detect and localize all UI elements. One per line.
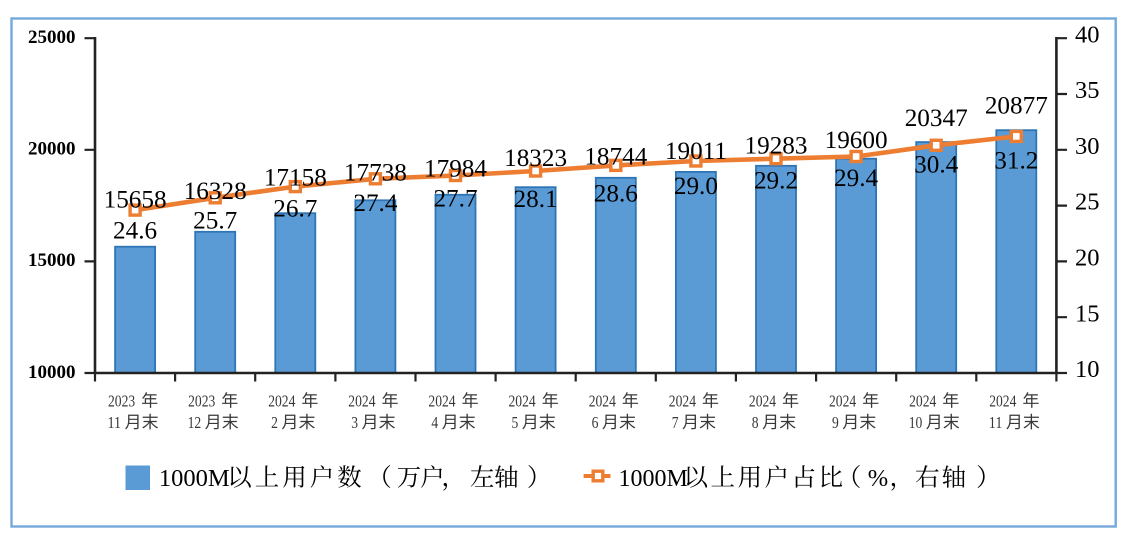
svg-text:15: 15 xyxy=(1075,300,1100,327)
svg-text:27.4: 27.4 xyxy=(353,190,397,217)
svg-text:2023: 2023 xyxy=(188,392,215,411)
svg-text:16328: 16328 xyxy=(184,178,247,205)
svg-text:2024: 2024 xyxy=(348,392,376,411)
svg-text:24.6: 24.6 xyxy=(113,217,157,244)
svg-text:17984: 17984 xyxy=(424,155,487,182)
svg-text:15658: 15658 xyxy=(104,187,167,214)
svg-text:31.2: 31.2 xyxy=(994,147,1038,174)
svg-text:28.1: 28.1 xyxy=(514,186,558,213)
svg-text:19283: 19283 xyxy=(745,133,808,160)
svg-text:26.7: 26.7 xyxy=(273,195,317,222)
svg-text:20347: 20347 xyxy=(905,105,968,132)
svg-text:2023: 2023 xyxy=(108,392,135,411)
svg-text:8: 8 xyxy=(752,413,759,432)
svg-text:29.0: 29.0 xyxy=(674,173,718,200)
svg-text:5: 5 xyxy=(512,413,519,432)
svg-text:2024: 2024 xyxy=(669,392,697,411)
svg-text:18323: 18323 xyxy=(504,145,567,172)
svg-text:10: 10 xyxy=(1075,356,1100,383)
svg-text:4: 4 xyxy=(431,413,438,432)
svg-text:2024: 2024 xyxy=(589,392,617,411)
svg-text:15000: 15000 xyxy=(28,250,76,271)
svg-text:29.4: 29.4 xyxy=(834,165,878,192)
svg-text:6: 6 xyxy=(592,413,599,432)
svg-text:20877: 20877 xyxy=(985,92,1048,119)
svg-text:3: 3 xyxy=(351,413,358,432)
svg-text:%: % xyxy=(868,465,888,492)
svg-text:2: 2 xyxy=(271,413,278,432)
svg-text:2024: 2024 xyxy=(989,392,1017,411)
svg-text:25: 25 xyxy=(1075,189,1100,216)
svg-text:40: 40 xyxy=(1075,21,1100,48)
svg-text:11: 11 xyxy=(989,413,1003,432)
svg-text:7: 7 xyxy=(672,413,679,432)
svg-text:10000: 10000 xyxy=(28,362,76,383)
svg-text:2024: 2024 xyxy=(428,392,456,411)
svg-text:18744: 18744 xyxy=(584,143,647,170)
svg-text:2024: 2024 xyxy=(268,392,296,411)
svg-text:19011: 19011 xyxy=(665,138,727,165)
svg-text:10: 10 xyxy=(909,413,923,432)
svg-text:30: 30 xyxy=(1075,133,1100,160)
svg-text:19600: 19600 xyxy=(825,127,888,154)
svg-text:35: 35 xyxy=(1075,77,1100,104)
svg-text:1000M: 1000M xyxy=(619,466,688,492)
svg-text:1000M: 1000M xyxy=(159,465,230,492)
svg-text:28.6: 28.6 xyxy=(594,180,638,207)
svg-text:25000: 25000 xyxy=(28,27,76,48)
svg-text:2024: 2024 xyxy=(909,392,937,411)
svg-text:27.7: 27.7 xyxy=(433,186,477,213)
svg-text:9: 9 xyxy=(832,413,839,432)
svg-text:11: 11 xyxy=(108,413,122,432)
svg-text:2024: 2024 xyxy=(829,392,857,411)
svg-text:17158: 17158 xyxy=(264,165,327,192)
svg-text:30.4: 30.4 xyxy=(914,151,958,178)
svg-text:2024: 2024 xyxy=(749,392,777,411)
svg-text:12: 12 xyxy=(188,413,202,432)
svg-text:25.7: 25.7 xyxy=(193,207,237,234)
svg-text:17738: 17738 xyxy=(344,160,407,187)
svg-text:29.2: 29.2 xyxy=(754,168,798,195)
svg-text:20000: 20000 xyxy=(28,139,76,160)
svg-text:2024: 2024 xyxy=(509,392,537,411)
svg-text:20: 20 xyxy=(1075,245,1100,272)
